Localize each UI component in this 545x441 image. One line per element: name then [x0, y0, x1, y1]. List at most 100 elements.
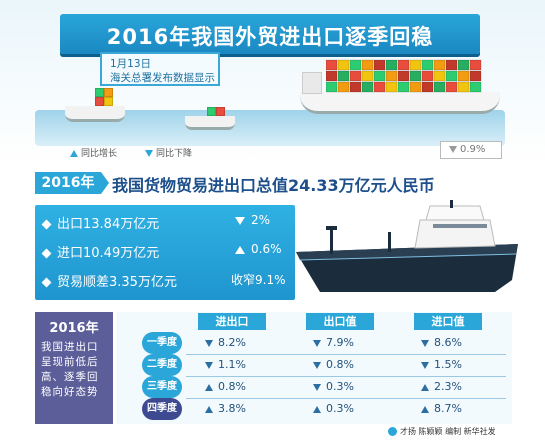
triangle-up-icon	[421, 383, 429, 391]
cargo-crate	[421, 59, 434, 71]
row-divider	[186, 376, 506, 377]
cargo-crate	[373, 70, 386, 82]
col-header-total: 进出口	[198, 313, 266, 330]
triangle-up-icon	[313, 405, 321, 413]
cargo-crate	[337, 59, 350, 71]
cargo-crate	[361, 81, 374, 93]
cargo-crate	[469, 81, 482, 93]
cell-value: 2.3%	[434, 380, 462, 393]
cargo-crates	[326, 59, 482, 93]
cargo-crate	[349, 59, 362, 71]
trade-label: 进口10.49万亿元	[57, 246, 160, 261]
cargo-crate	[397, 70, 410, 82]
summary-text: 我国进出口呈现前低后高、逐季回稳向好态势	[41, 341, 99, 398]
cell-value: 7.9%	[326, 336, 354, 349]
quarter-pill: 一季度	[142, 332, 182, 354]
cargo-crate	[445, 70, 458, 82]
flag-date: 1月13日	[110, 58, 152, 70]
triangle-up-icon	[235, 245, 245, 254]
legend-down: 同比下降	[145, 146, 192, 159]
cargo-crate	[337, 81, 350, 93]
cell-value: 8.7%	[434, 402, 462, 415]
xinhua-logo-icon	[388, 427, 397, 436]
cell-value: 0.8%	[326, 358, 354, 371]
col-header-export: 出口值	[306, 313, 374, 330]
trade-value: 收窄9.1%	[231, 273, 286, 287]
cell-value: 3.8%	[218, 402, 246, 415]
cargo-crate	[349, 81, 362, 93]
table-cell: 0.3%	[313, 400, 403, 418]
page-title: 2016年我国外贸进出口逐季回稳	[106, 25, 434, 49]
cargo-crate	[421, 81, 434, 93]
triangle-down-icon	[235, 216, 245, 225]
cargo-crate	[361, 59, 374, 71]
quarter-pill: 二季度	[142, 354, 182, 376]
table-cell: 0.3%	[313, 378, 403, 396]
cargo-crate	[326, 70, 338, 82]
year-tag: 2016年	[35, 172, 109, 194]
triangle-down-icon	[205, 339, 213, 347]
flag-source: 海关总署发布数据显示	[110, 72, 215, 84]
trade-label: 贸易顺差3.35万亿元	[57, 275, 177, 290]
triangle-down-icon	[313, 339, 321, 347]
container-ship-icon	[300, 56, 500, 116]
trade-row-surplus: 贸易顺差3.35万亿元 收窄9.1%	[41, 271, 286, 291]
cargo-crate	[385, 59, 398, 71]
cargo-crate	[373, 81, 386, 93]
ship-small-mid-icon	[185, 106, 235, 132]
bullet-icon	[41, 277, 52, 288]
table-cell: 8.7%	[421, 400, 511, 418]
trade-row-import: 进口10.49万亿元 0.6%	[41, 242, 282, 262]
summary-box: 2016年 我国进出口呈现前低后高、逐季回稳向好态势	[35, 312, 113, 424]
row-divider	[186, 354, 506, 355]
triangle-down-icon	[421, 361, 429, 369]
badge-yoy: 0.9%	[440, 141, 502, 159]
bullet-icon	[41, 219, 52, 230]
cargo-crate	[409, 59, 422, 71]
quarter-pill: 三季度	[142, 376, 182, 398]
cargo-crate	[397, 59, 410, 71]
cell-value: 0.3%	[326, 402, 354, 415]
triangle-up-icon	[70, 150, 78, 157]
table-cell: 1.1%	[205, 356, 295, 374]
trade-label: 出口13.84万亿元	[57, 217, 160, 232]
triangle-up-icon	[421, 405, 429, 413]
cargo-crate	[409, 81, 422, 93]
triangle-down-icon	[421, 339, 429, 347]
date-flag: 1月13日 海关总署发布数据显示	[100, 52, 220, 86]
cargo-ship-icon	[296, 200, 518, 292]
cargo-crate	[385, 70, 398, 82]
table-cell: 0.8%	[205, 378, 295, 396]
cargo-crate	[457, 70, 470, 82]
cargo-crate	[421, 70, 434, 82]
cargo-crate	[361, 70, 374, 82]
cargo-crate	[373, 59, 386, 71]
row-divider	[186, 398, 506, 399]
col-header-import: 进口值	[414, 313, 482, 330]
cargo-crate	[409, 70, 422, 82]
legend-up: 同比增长	[70, 146, 117, 159]
cargo-crate	[385, 81, 398, 93]
cell-value: 0.3%	[326, 380, 354, 393]
triangle-down-icon	[313, 383, 321, 391]
cell-value: 1.5%	[434, 358, 462, 371]
cargo-crate	[457, 81, 470, 93]
summary-year: 2016年	[49, 321, 99, 336]
cargo-crate	[397, 81, 410, 93]
cell-value: 8.6%	[434, 336, 462, 349]
legend-up-label: 同比增长	[81, 149, 118, 159]
table-cell: 3.8%	[205, 400, 295, 418]
trade-summary-box: 出口13.84万亿元 2% 进口10.49万亿元 0.6% 贸易顺差3.35万亿…	[35, 205, 295, 300]
quarter-pill: 四季度	[142, 398, 182, 420]
headline-text: 我国货物贸易进出口总值24.33万亿元人民币	[112, 176, 435, 195]
triangle-up-icon	[205, 383, 213, 391]
cargo-crate	[433, 70, 446, 82]
cargo-crate	[349, 70, 362, 82]
cargo-crate	[469, 59, 482, 71]
table-cell: 8.6%	[421, 334, 511, 352]
credit-line: 才扬 陈颖颖 编制 新华社发	[388, 426, 496, 437]
title-banner: 2016年我国外贸进出口逐季回稳	[60, 14, 480, 54]
cargo-crate	[445, 59, 458, 71]
trade-value: 0.6%	[251, 242, 282, 256]
cargo-crate	[326, 81, 338, 93]
